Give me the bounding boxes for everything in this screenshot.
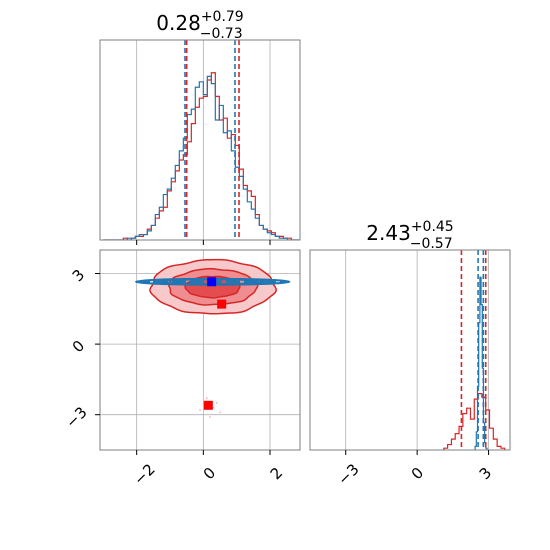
joint-y-tick-labels: 3 0 −3	[62, 266, 90, 432]
joint-x-tick-label: −2	[130, 460, 158, 488]
joint-sample-dot	[212, 406, 215, 409]
joint-sample-dot	[215, 402, 218, 404]
marginal-y-title-plus: +0.45	[411, 219, 454, 235]
marginal-y-title: 2.43+0.45 −0.57	[366, 219, 453, 252]
joint-x-tick-label: 2	[267, 464, 286, 483]
marginal-x-title: 0.28+0.79 −0.73	[156, 9, 243, 42]
marginal-y-x-tick-label: 3	[476, 464, 495, 483]
marginal-y-title-minus: −0.57	[410, 236, 453, 252]
joint-marker	[217, 299, 227, 309]
marginal-y-ticks	[345, 450, 490, 455]
joint-x-tick-label: 0	[200, 464, 219, 483]
marginal-x-quantile-lines	[184, 40, 240, 240]
joint-panel: −2 0 2 3 0 −3	[62, 249, 301, 489]
joint-y-tick-label: 3	[69, 266, 88, 285]
marginal-y-x-tick-label: 0	[408, 464, 427, 483]
marginal-y-panel: −3 0 3 2.43+0.45 −0.57	[309, 219, 511, 489]
joint-frame	[99, 249, 301, 451]
joint-sample-dot	[219, 411, 221, 414]
marginal-y-histogram-series-0	[443, 393, 506, 450]
joint-sample-dot	[205, 397, 208, 400]
marginal-y-x-tick-labels: −3 0 3	[334, 460, 495, 488]
marginal-x-histograms	[103, 72, 300, 240]
marginal-x-histogram-series-1	[103, 75, 300, 240]
marginal-y-grid	[345, 250, 489, 450]
marginal-x-title-plus: +0.79	[201, 9, 244, 25]
joint-marker	[203, 400, 213, 410]
joint-contours	[134, 258, 291, 418]
marginal-y-x-tick-label: −3	[334, 460, 362, 488]
marginal-y-quantile-lines	[460, 250, 487, 450]
marginal-x-title-value: 0.28	[156, 11, 201, 35]
marginal-y-frame	[309, 249, 511, 451]
joint-ticks	[95, 273, 271, 455]
marginal-x-panel: 0.28+0.79 −0.73	[99, 9, 301, 245]
joint-y-tick-label: 0	[69, 337, 88, 356]
marginal-x-ticks	[136, 240, 271, 245]
joint-y-tick-label: −3	[62, 403, 90, 431]
marginal-x-grid	[136, 40, 271, 240]
marginal-x-frame	[99, 39, 301, 241]
marginal-x-title-minus: −0.73	[200, 26, 243, 42]
marginal-y-histograms	[443, 276, 506, 450]
marginal-y-title-value: 2.43	[366, 221, 411, 245]
joint-sample-dot	[209, 416, 211, 418]
joint-x-tick-labels: −2 0 2	[130, 460, 286, 488]
joint-sample-dot	[199, 409, 201, 411]
joint-marker	[207, 277, 217, 287]
